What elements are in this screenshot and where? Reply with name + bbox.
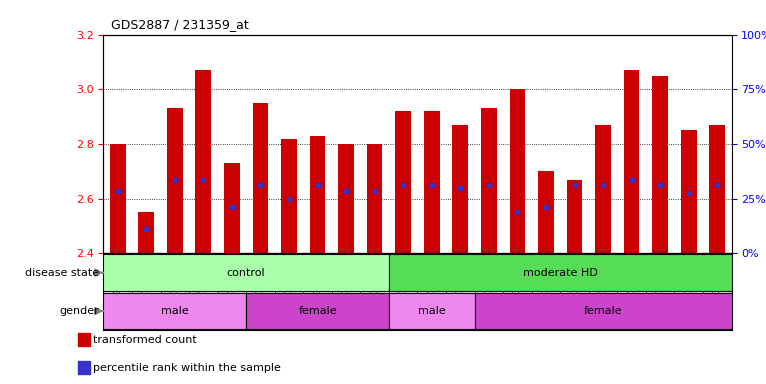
Bar <box>446 253 475 330</box>
Bar <box>503 253 532 330</box>
Text: GSM217766: GSM217766 <box>256 265 265 316</box>
Bar <box>332 253 360 330</box>
Bar <box>617 253 646 330</box>
Text: GSM217780: GSM217780 <box>627 265 636 316</box>
Bar <box>189 253 218 330</box>
Bar <box>681 130 696 253</box>
Text: GSM217769: GSM217769 <box>342 265 351 316</box>
Text: percentile rank within the sample: percentile rank within the sample <box>93 363 281 373</box>
Text: GSM217781: GSM217781 <box>656 265 665 316</box>
Bar <box>567 180 582 253</box>
Bar <box>103 254 389 291</box>
Text: GDS2887 / 231359_at: GDS2887 / 231359_at <box>111 18 249 31</box>
Bar <box>103 253 132 330</box>
Bar <box>246 253 275 330</box>
Bar <box>653 76 668 253</box>
Bar <box>595 125 611 253</box>
Bar <box>132 253 161 330</box>
Bar <box>417 253 446 330</box>
Bar <box>389 254 732 291</box>
Text: male: male <box>418 306 446 316</box>
Bar <box>339 144 354 253</box>
Text: GSM217768: GSM217768 <box>313 265 322 316</box>
Bar <box>424 111 440 253</box>
Bar <box>195 70 211 253</box>
Text: GSM217782: GSM217782 <box>684 265 693 316</box>
Bar <box>303 253 332 330</box>
Bar <box>110 144 126 253</box>
Bar <box>275 253 303 330</box>
Bar <box>453 125 468 253</box>
Bar <box>253 103 268 253</box>
Bar <box>103 293 246 329</box>
Bar <box>646 253 674 330</box>
Text: female: female <box>298 306 337 316</box>
Bar <box>218 253 246 330</box>
Bar <box>367 144 382 253</box>
Text: moderate HD: moderate HD <box>523 268 597 278</box>
Bar <box>475 293 732 329</box>
Bar <box>246 293 389 329</box>
Bar <box>389 253 417 330</box>
Bar <box>395 111 411 253</box>
Bar <box>224 163 240 253</box>
Bar <box>281 139 297 253</box>
Text: disease state: disease state <box>25 268 100 278</box>
Text: GSM217770: GSM217770 <box>370 265 379 316</box>
Bar <box>389 293 475 329</box>
Bar <box>161 253 189 330</box>
Text: GSM217776: GSM217776 <box>513 265 522 316</box>
Text: GSM217786: GSM217786 <box>456 265 465 316</box>
Text: GSM217774: GSM217774 <box>199 265 208 316</box>
Text: GSM217783: GSM217783 <box>712 265 722 316</box>
Bar <box>509 89 525 253</box>
Bar <box>360 253 389 330</box>
Bar <box>309 136 326 253</box>
Text: GSM217785: GSM217785 <box>427 265 437 316</box>
Text: GSM217784: GSM217784 <box>398 265 408 316</box>
Bar <box>139 212 154 253</box>
Bar <box>78 333 90 346</box>
Bar <box>674 253 703 330</box>
Text: female: female <box>584 306 622 316</box>
Text: GSM217771: GSM217771 <box>113 265 123 316</box>
Bar <box>589 253 617 330</box>
Text: control: control <box>227 268 266 278</box>
Text: GSM217775: GSM217775 <box>228 265 237 316</box>
Bar <box>78 361 90 374</box>
Text: GSM217767: GSM217767 <box>284 265 293 316</box>
Bar <box>532 253 560 330</box>
Bar <box>624 70 640 253</box>
Bar <box>538 171 554 253</box>
Text: transformed count: transformed count <box>93 335 197 345</box>
Text: GSM217779: GSM217779 <box>598 265 607 316</box>
Bar <box>709 125 725 253</box>
Text: GSM217787: GSM217787 <box>484 265 493 316</box>
Text: gender: gender <box>60 306 100 316</box>
Bar <box>481 108 496 253</box>
Text: GSM217772: GSM217772 <box>142 265 151 316</box>
Bar <box>703 253 732 330</box>
Bar <box>167 108 182 253</box>
Text: GSM217777: GSM217777 <box>542 265 551 316</box>
Bar <box>475 253 503 330</box>
Text: male: male <box>161 306 188 316</box>
Text: GSM217778: GSM217778 <box>570 265 579 316</box>
Bar <box>560 253 589 330</box>
Text: GSM217773: GSM217773 <box>170 265 179 316</box>
